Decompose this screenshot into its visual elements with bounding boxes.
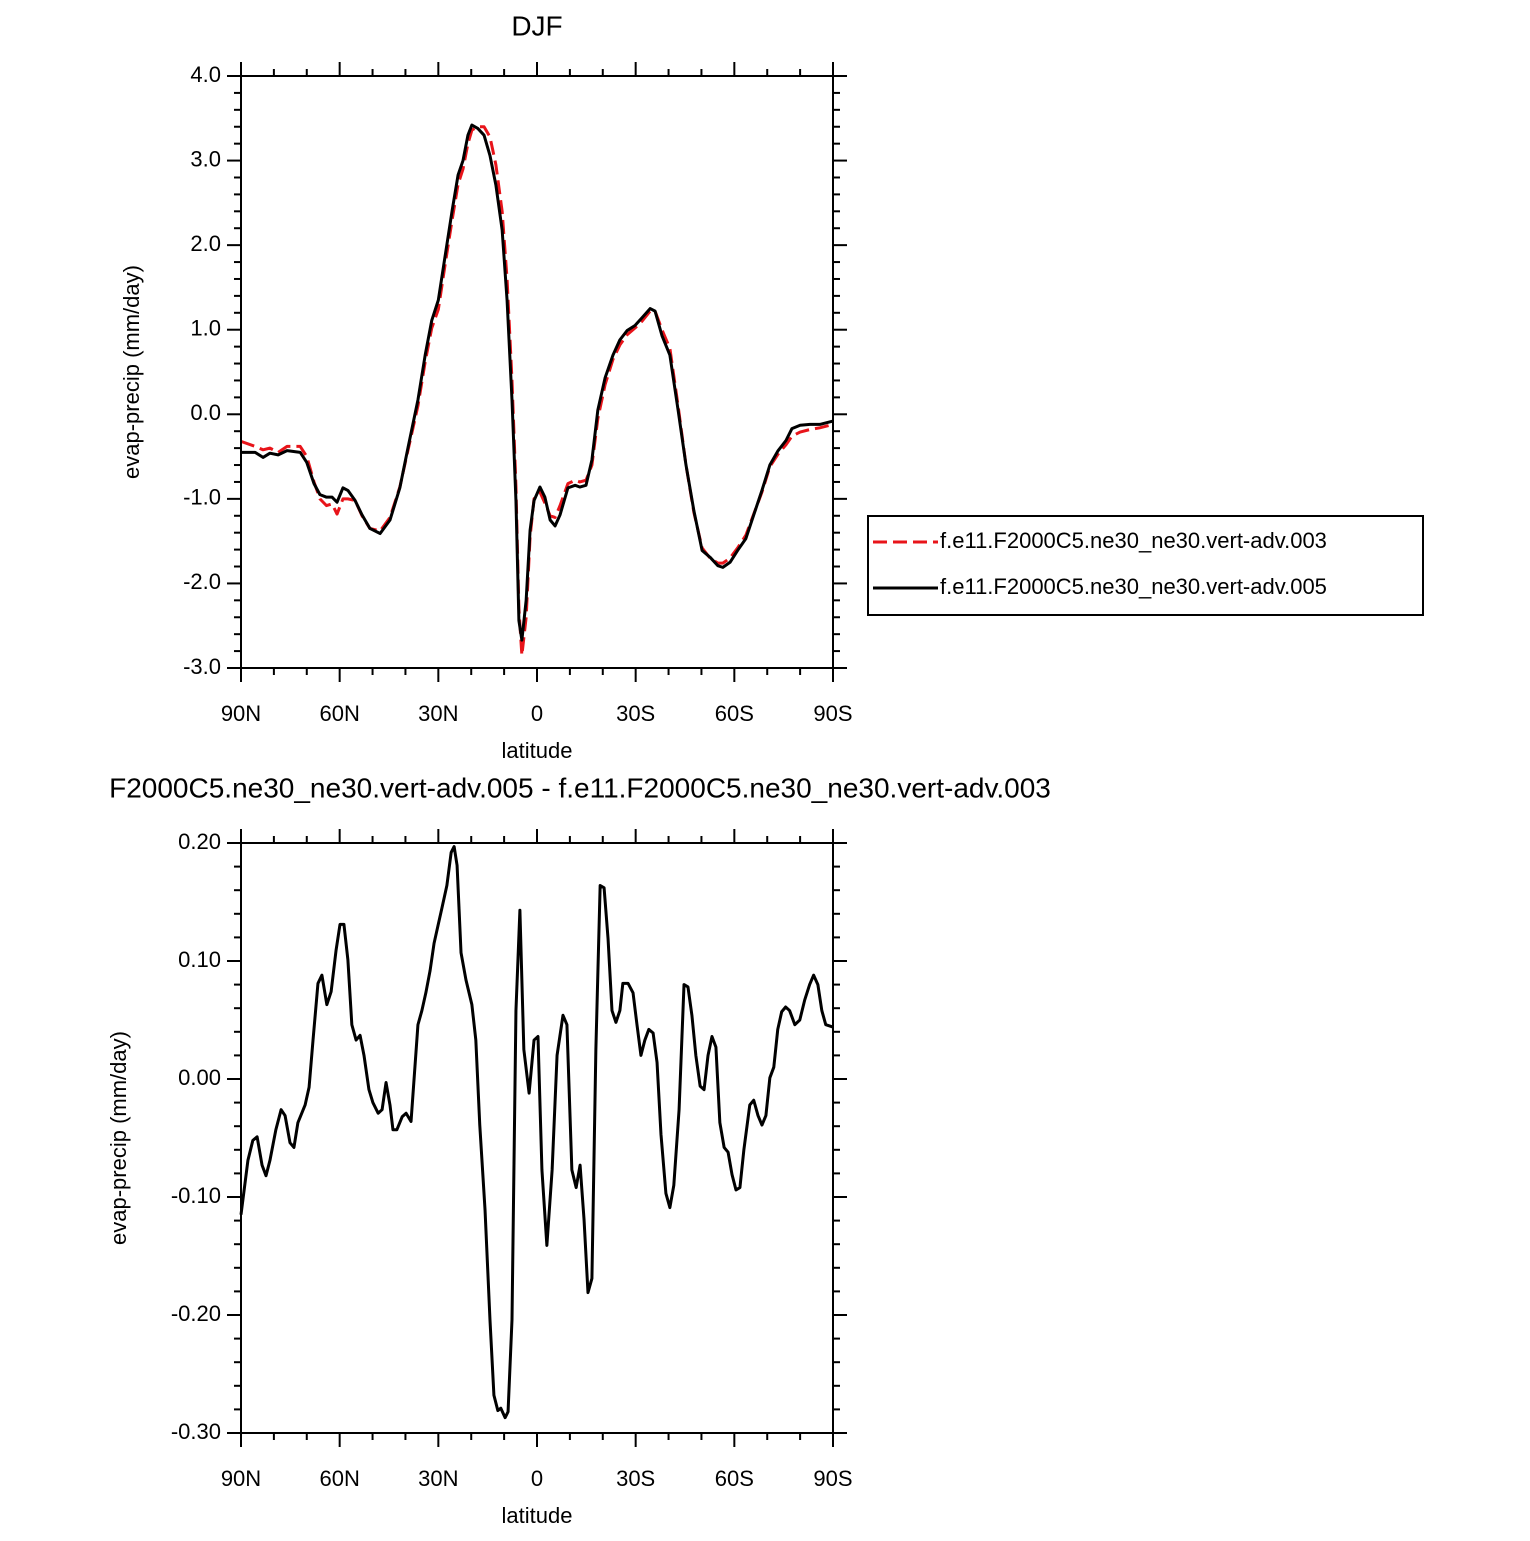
- y-tick-label: -3.0: [183, 654, 221, 679]
- x-tick-label: 30N: [418, 1466, 458, 1491]
- y-tick-label: -0.20: [171, 1301, 221, 1326]
- data-line: [241, 123, 834, 642]
- x-tick-label: 0: [531, 1466, 543, 1491]
- y-tick-label: 4.0: [190, 62, 221, 87]
- x-tick-label: 30N: [418, 701, 458, 726]
- chart-title: F2000C5.ne30_ne30.vert-adv.005 - f.e11.F…: [109, 772, 1051, 803]
- x-tick-label: 30S: [616, 701, 655, 726]
- y-tick-label: 0.00: [178, 1065, 221, 1090]
- y-tick-label: 1.0: [190, 316, 221, 341]
- chart-title: DJF: [511, 10, 562, 41]
- x-tick-label: 60S: [715, 1466, 754, 1491]
- y-tick-label: -0.30: [171, 1419, 221, 1444]
- y-tick-label: 2.0: [190, 231, 221, 256]
- y-axis-label: evap-precip (mm/day): [106, 1031, 131, 1245]
- y-tick-label: 3.0: [190, 146, 221, 171]
- x-tick-label: 90N: [221, 1466, 261, 1491]
- x-tick-label: 90S: [813, 1466, 852, 1491]
- x-tick-label: 90S: [813, 701, 852, 726]
- legend-box: [867, 515, 1424, 616]
- y-axis-label: evap-precip (mm/day): [119, 265, 144, 479]
- x-tick-label: 30S: [616, 1466, 655, 1491]
- y-tick-label: 0.10: [178, 947, 221, 972]
- x-tick-label: 90N: [221, 701, 261, 726]
- x-tick-label: 0: [531, 701, 543, 726]
- y-tick-label: 0.0: [190, 400, 221, 425]
- x-axis-label: latitude: [502, 738, 573, 763]
- y-tick-label: -2.0: [183, 569, 221, 594]
- plot-frame: [240, 75, 834, 669]
- y-tick-label: 0.20: [178, 829, 221, 854]
- legend-label: f.e11.F2000C5.ne30_ne30.vert-adv.005: [940, 574, 1327, 599]
- x-tick-label: 60N: [319, 701, 359, 726]
- y-tick-label: -0.10: [171, 1183, 221, 1208]
- x-tick-label: 60N: [319, 1466, 359, 1491]
- data-line: [239, 845, 834, 1420]
- x-tick-label: 60S: [715, 701, 754, 726]
- y-tick-label: -1.0: [183, 485, 221, 510]
- plot-frame: [240, 842, 834, 1434]
- data-line: [240, 125, 834, 657]
- x-axis-label: latitude: [502, 1503, 573, 1528]
- legend-label: f.e11.F2000C5.ne30_ne30.vert-adv.003: [940, 528, 1327, 553]
